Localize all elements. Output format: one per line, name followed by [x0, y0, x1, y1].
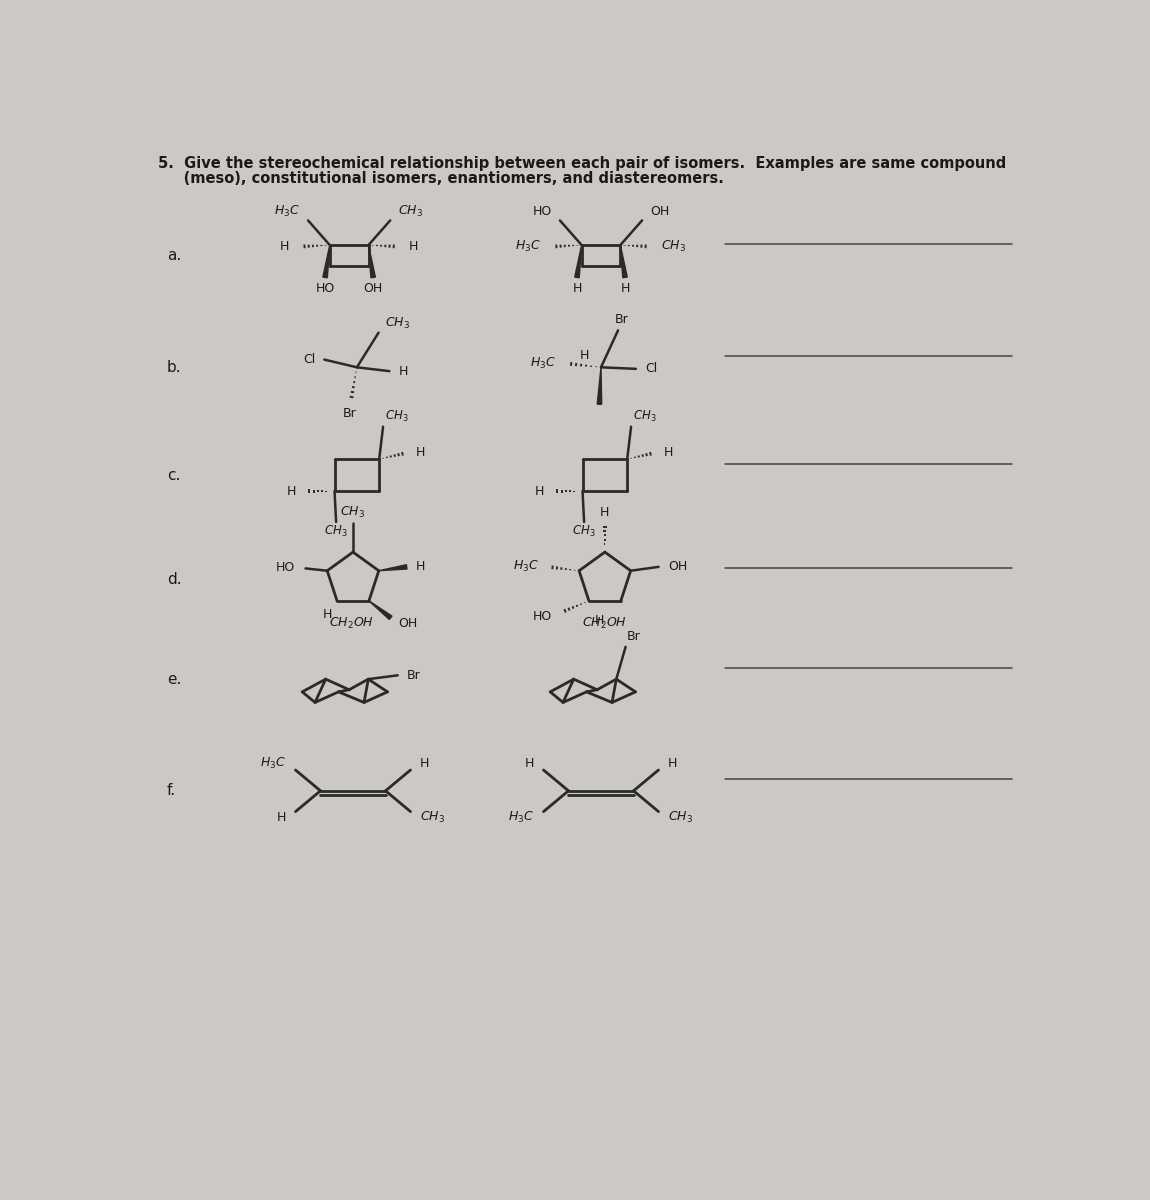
- Text: H: H: [281, 240, 290, 253]
- Text: $H_3C$: $H_3C$: [260, 756, 286, 772]
- Polygon shape: [323, 245, 330, 277]
- Text: $CH_3$: $CH_3$: [385, 409, 409, 425]
- Text: H: H: [323, 608, 332, 622]
- Text: OH: OH: [668, 560, 687, 574]
- Text: H: H: [416, 560, 426, 574]
- Text: H: H: [408, 240, 419, 253]
- Text: H: H: [664, 446, 673, 460]
- Text: H: H: [277, 811, 286, 824]
- Text: $CH_3$: $CH_3$: [634, 409, 657, 425]
- Text: $H_3C$: $H_3C$: [508, 810, 535, 826]
- Text: Br: Br: [343, 407, 356, 420]
- Text: $H_3C$: $H_3C$: [530, 356, 557, 371]
- Text: Br: Br: [407, 668, 421, 682]
- Text: $H_3C$: $H_3C$: [515, 239, 542, 254]
- Text: $H_3C$: $H_3C$: [513, 559, 539, 575]
- Text: H: H: [535, 485, 544, 498]
- Text: H: H: [420, 757, 429, 770]
- Text: H: H: [580, 349, 590, 362]
- Text: d.: d.: [167, 571, 182, 587]
- Text: e.: e.: [167, 672, 182, 686]
- Text: H: H: [596, 613, 605, 626]
- Text: $CH_3$: $CH_3$: [660, 239, 685, 254]
- Text: H: H: [415, 446, 426, 460]
- Text: Cl: Cl: [645, 362, 658, 376]
- Text: H: H: [573, 282, 582, 295]
- Text: c.: c.: [167, 468, 181, 482]
- Text: $CH_3$: $CH_3$: [573, 524, 596, 540]
- Polygon shape: [620, 245, 627, 277]
- Text: $CH_2OH$: $CH_2OH$: [329, 616, 374, 631]
- Polygon shape: [597, 367, 601, 404]
- Text: $CH_2OH$: $CH_2OH$: [582, 616, 628, 631]
- Polygon shape: [369, 601, 392, 619]
- Text: $H_3C$: $H_3C$: [275, 204, 300, 218]
- Text: H: H: [620, 282, 630, 295]
- Text: H: H: [524, 757, 535, 770]
- Text: $CH_3$: $CH_3$: [385, 316, 409, 331]
- Text: HO: HO: [532, 610, 552, 623]
- Text: b.: b.: [167, 360, 182, 374]
- Text: OH: OH: [650, 205, 669, 217]
- Text: HO: HO: [532, 205, 552, 217]
- Text: H: H: [286, 485, 296, 498]
- Text: OH: OH: [363, 282, 383, 295]
- Text: OH: OH: [398, 618, 417, 630]
- Text: $CH_3$: $CH_3$: [420, 810, 445, 826]
- Text: $CH_3$: $CH_3$: [398, 204, 423, 218]
- Text: H: H: [399, 365, 408, 378]
- Text: HO: HO: [275, 562, 294, 574]
- Text: $CH_3$: $CH_3$: [668, 810, 692, 826]
- Text: 5.  Give the stereochemical relationship between each pair of isomers.  Examples: 5. Give the stereochemical relationship …: [158, 156, 1006, 170]
- Text: f.: f.: [167, 784, 176, 798]
- Polygon shape: [575, 245, 582, 277]
- Text: Cl: Cl: [302, 353, 315, 366]
- Polygon shape: [368, 245, 375, 277]
- Text: a.: a.: [167, 248, 182, 263]
- Text: H: H: [668, 757, 677, 770]
- Text: $CH_3$: $CH_3$: [340, 505, 366, 521]
- Text: Br: Br: [614, 313, 628, 326]
- Text: (meso), constitutional isomers, enantiomers, and diastereomers.: (meso), constitutional isomers, enantiom…: [158, 170, 723, 186]
- Polygon shape: [378, 565, 407, 571]
- Text: Br: Br: [627, 630, 641, 643]
- Text: H: H: [600, 506, 610, 520]
- Text: HO: HO: [315, 282, 335, 295]
- Text: $CH_3$: $CH_3$: [324, 524, 348, 540]
